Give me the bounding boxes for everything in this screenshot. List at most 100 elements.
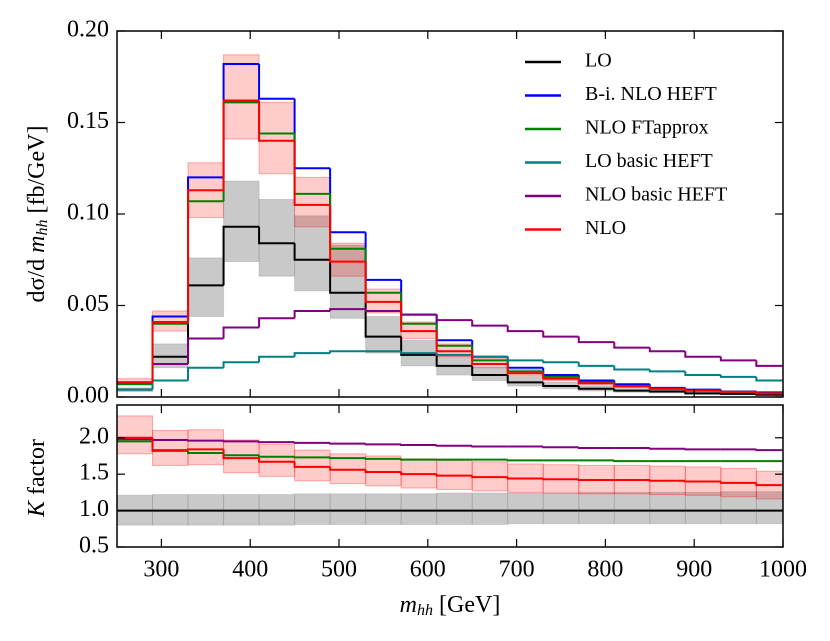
histogram-step — [222, 449, 260, 460]
histogram-step — [400, 292, 437, 325]
histogram-step — [400, 444, 437, 447]
histogram-step — [506, 356, 544, 362]
uncertainty-band — [436, 492, 473, 525]
uncertainty-band — [471, 492, 509, 525]
histogram-step — [293, 352, 331, 357]
histogram-step — [364, 443, 402, 446]
histogram-step — [755, 482, 783, 487]
histogram-step — [719, 356, 757, 362]
plot-area — [117, 54, 783, 396]
histogram-step — [364, 309, 402, 312]
y-tick-label: 0.5 — [79, 533, 109, 559]
histogram-step — [719, 390, 757, 393]
histogram-step — [471, 320, 508, 327]
histogram-step — [187, 448, 224, 451]
histogram-step — [755, 360, 783, 367]
histogram-step — [648, 479, 686, 482]
histogram-step — [400, 336, 437, 356]
histogram-step — [293, 140, 331, 206]
histogram-step — [293, 309, 331, 319]
histogram-step — [187, 366, 224, 381]
histogram-step — [222, 326, 260, 339]
histogram-step — [684, 448, 721, 451]
histogram-step — [542, 382, 579, 388]
histogram-step — [187, 189, 224, 322]
y-tick-label: 1.0 — [79, 496, 109, 522]
histogram-step — [542, 331, 579, 338]
uncertainty-band — [365, 493, 402, 525]
histogram-step — [435, 323, 473, 347]
histogram-step — [471, 475, 508, 479]
histogram-step — [506, 459, 544, 462]
histogram-step — [471, 354, 508, 358]
histogram-step — [719, 481, 757, 484]
histogram-step — [400, 471, 437, 476]
histogram-step — [755, 391, 783, 395]
histogram-step — [648, 384, 686, 389]
histogram-step — [293, 461, 331, 468]
histogram-step — [329, 442, 366, 445]
uncertainty-band — [720, 491, 757, 525]
histogram-step — [222, 440, 260, 443]
y-tick-label: 1.5 — [79, 460, 109, 486]
histogram-step — [329, 466, 366, 471]
histogram-step — [719, 392, 757, 395]
histogram-step — [684, 480, 721, 483]
histogram-step — [329, 168, 366, 234]
legend-label: NLO basic HEFT — [585, 184, 727, 206]
uncertainty-band — [294, 176, 331, 228]
legend-label: NLO FTapprox — [585, 117, 709, 139]
histogram-step — [577, 386, 615, 390]
uncertainty-band — [365, 315, 402, 354]
y-tick-label: 0.10 — [67, 200, 109, 226]
histogram-step — [755, 376, 783, 382]
histogram-step — [222, 225, 260, 286]
histogram-step — [542, 446, 579, 449]
uncertainty-band — [400, 493, 438, 525]
histogram-step — [435, 444, 473, 447]
legend-label: LO — [585, 50, 612, 72]
uncertainty-band — [684, 491, 722, 525]
uncertainty-band — [258, 198, 296, 277]
y-tick-label: 0.15 — [67, 108, 109, 134]
histogram-step — [364, 457, 402, 460]
histogram-step — [648, 447, 686, 450]
histogram-step — [293, 98, 331, 170]
histogram-step — [435, 354, 473, 367]
histogram-step — [613, 460, 650, 463]
histogram-step — [435, 474, 473, 477]
histogram-step — [684, 351, 721, 358]
uncertainty-band — [329, 493, 367, 525]
histogram-step — [258, 355, 295, 363]
histogram-step — [329, 350, 366, 354]
histogram-step — [400, 351, 437, 355]
histogram-step — [293, 441, 331, 444]
histogram-step — [435, 353, 473, 356]
histogram-step — [755, 391, 783, 394]
histogram-step — [471, 340, 508, 358]
histogram-step — [542, 367, 579, 377]
histogram-step — [258, 100, 295, 142]
histogram-step — [329, 193, 366, 250]
histogram-step — [187, 450, 224, 455]
histogram-step — [364, 261, 402, 303]
histogram-step — [187, 439, 224, 442]
uncertainty-band — [187, 429, 225, 466]
histogram-step — [435, 331, 473, 353]
histogram-step — [684, 391, 721, 395]
histogram-step — [613, 365, 650, 371]
x-tick-label: 900 — [676, 557, 712, 583]
histogram-step — [577, 378, 615, 385]
histogram-step — [364, 248, 402, 294]
histogram-step — [329, 457, 366, 460]
histogram-step — [506, 325, 544, 333]
uncertainty-band — [365, 455, 402, 487]
histogram-step — [577, 362, 615, 367]
histogram-step — [151, 379, 189, 390]
uncertainty-band — [223, 180, 260, 263]
histogram-step — [222, 99, 260, 191]
uncertainty-band — [223, 439, 260, 474]
histogram-step — [542, 373, 579, 380]
histogram-step — [471, 365, 508, 377]
histogram-step — [258, 458, 295, 463]
